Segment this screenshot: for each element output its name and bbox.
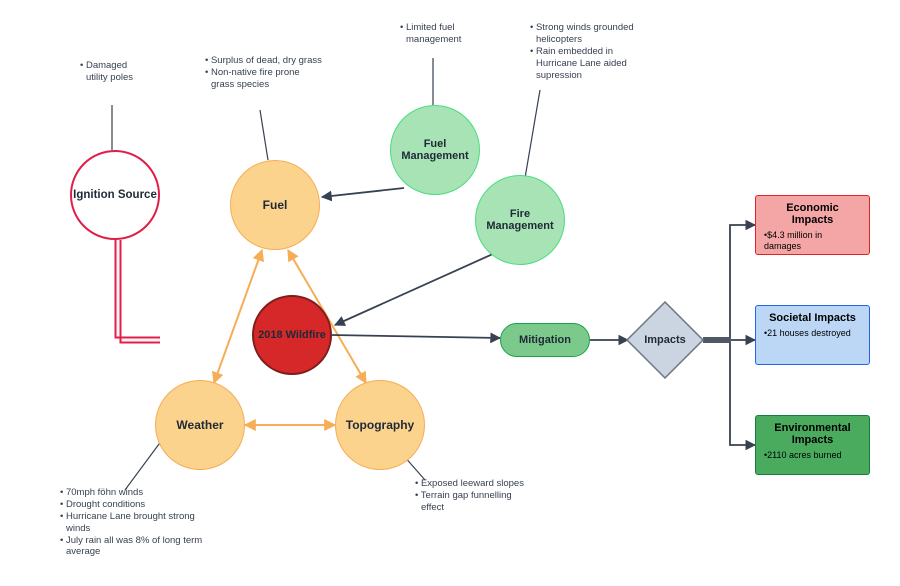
node-fuel-management: Fuel Management	[390, 105, 480, 195]
node-ignition-source: Ignition Source	[70, 150, 160, 240]
node-fuelmgmt-label: Fuel Management	[391, 138, 479, 162]
econ-bullet: •$4.3 million in damages	[764, 230, 861, 252]
node-environmental-impacts: Environmental Impacts •2110 acres burned	[755, 415, 870, 475]
node-fuel-label: Fuel	[263, 198, 288, 212]
soc-title: Societal Impacts	[764, 312, 861, 324]
node-impacts-label: Impacts	[644, 334, 686, 346]
node-mitigation: Mitigation	[500, 323, 590, 357]
node-impacts: Impacts	[625, 300, 705, 380]
bullets-fuel: Surplus of dead, dry grassNon-native fir…	[205, 55, 325, 91]
node-weather-label: Weather	[176, 418, 223, 432]
bullets-weather: 70mph föhn windsDrought conditionsHurric…	[60, 487, 210, 558]
node-wildfire: 2018 Wildfire	[252, 295, 332, 375]
bullets-fire-management: Strong winds grounded helicoptersRain em…	[530, 22, 650, 81]
bullets-topography: Exposed leeward slopesTerrain gap funnel…	[415, 478, 535, 514]
node-topography-label: Topography	[346, 418, 414, 432]
node-fire-management: Fire Management	[475, 175, 565, 265]
node-fuel: Fuel	[230, 160, 320, 250]
node-societal-impacts: Societal Impacts •21 houses destroyed	[755, 305, 870, 365]
node-mitigation-label: Mitigation	[519, 334, 571, 346]
soc-bullet: •21 houses destroyed	[764, 328, 861, 339]
node-firemgmt-label: Fire Management	[476, 208, 564, 232]
node-wildfire-label: 2018 Wildfire	[258, 329, 326, 341]
node-economic-impacts: Economic Impacts •$4.3 million in damage…	[755, 195, 870, 255]
node-topography: Topography	[335, 380, 425, 470]
node-ignition-label: Ignition Source	[73, 189, 157, 201]
bullets-ignition: Damaged utility poles	[80, 60, 150, 84]
env-title: Environmental Impacts	[764, 422, 861, 446]
env-bullet: •2110 acres burned	[764, 450, 861, 461]
bullets-fuel-management: Limited fuel management	[400, 22, 490, 46]
econ-title: Economic Impacts	[764, 202, 861, 226]
node-weather: Weather	[155, 380, 245, 470]
